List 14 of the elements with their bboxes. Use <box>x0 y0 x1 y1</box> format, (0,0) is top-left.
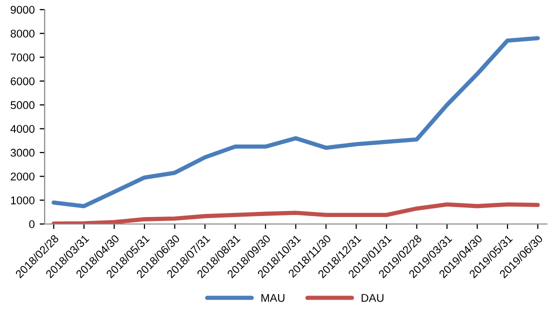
legend-label: DAU <box>362 294 384 302</box>
y-tick-label: 4000 <box>10 124 34 133</box>
y-tick-label: 7000 <box>10 54 34 62</box>
line-series <box>52 202 540 224</box>
y-tick-label: 0 <box>29 220 34 228</box>
y-tick-label: 3000 <box>10 148 34 157</box>
line-series <box>52 36 540 208</box>
y-tick-label: 5000 <box>10 101 34 110</box>
y-tick-label: 8000 <box>10 30 34 38</box>
y-tick-label: 1000 <box>11 196 34 204</box>
y-tick-label: 9000 <box>10 6 34 14</box>
legend-label: MAU <box>261 294 284 302</box>
y-tick-label: 6000 <box>10 77 34 86</box>
y-tick-label: 2000 <box>10 172 34 180</box>
